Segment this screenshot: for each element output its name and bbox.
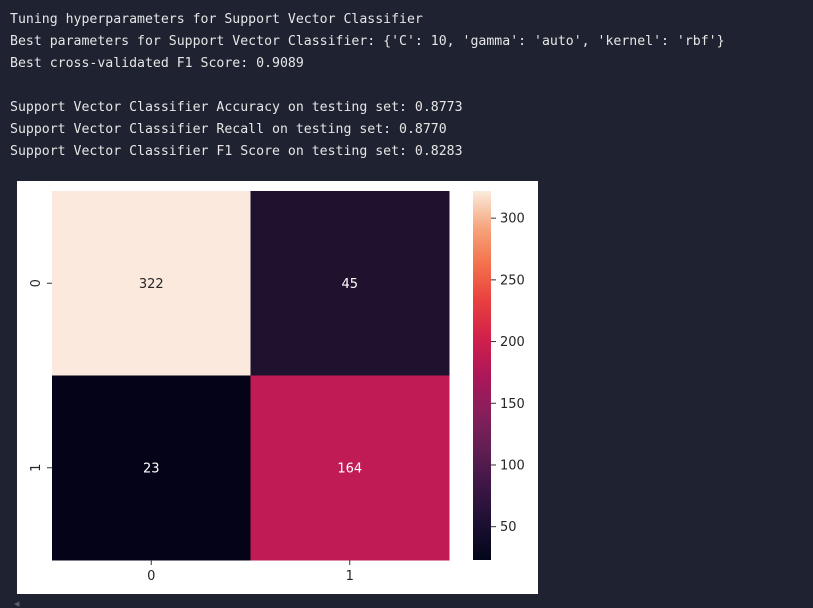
output-line: Tuning hyperparameters for Support Vecto… bbox=[10, 12, 423, 27]
y-tick-label: 0 bbox=[29, 279, 44, 287]
output-line: Support Vector Classifier Accuracy on te… bbox=[10, 100, 463, 115]
heatmap-cell bbox=[250, 191, 450, 376]
scroll-left-icon[interactable]: ◀ bbox=[14, 600, 20, 608]
colorbar-tick-label: 300 bbox=[500, 212, 525, 227]
colorbar-tick-label: 200 bbox=[500, 335, 525, 350]
colorbar: 50 100 150 200 250 300 bbox=[473, 191, 525, 560]
output-line: Support Vector Classifier Recall on test… bbox=[10, 122, 447, 137]
colorbar-gradient bbox=[473, 191, 491, 560]
cell-output-text: Tuning hyperparameters for Support Vecto… bbox=[10, 9, 725, 163]
heatmap-cells bbox=[52, 191, 450, 561]
heatmap-cell bbox=[52, 375, 251, 561]
colorbar-tick-label: 150 bbox=[500, 397, 525, 412]
colorbar-tick-label: 250 bbox=[500, 273, 525, 288]
heatmap-annotations: 322 45 23 164 bbox=[139, 277, 362, 477]
cell-value-label: 45 bbox=[341, 277, 358, 292]
output-line: Support Vector Classifier F1 Score on te… bbox=[10, 144, 463, 159]
colorbar-tick-label: 100 bbox=[500, 458, 525, 473]
heatmap-cell bbox=[52, 191, 251, 376]
x-tick-label: 1 bbox=[346, 569, 354, 584]
heatmap-cell bbox=[250, 375, 450, 561]
x-tick-label: 0 bbox=[147, 569, 155, 584]
cell-value-label: 322 bbox=[139, 277, 164, 292]
output-line bbox=[10, 75, 725, 97]
colorbar-tick-label: 50 bbox=[500, 520, 517, 535]
output-line: Best parameters for Support Vector Class… bbox=[10, 34, 725, 49]
y-tick-label: 1 bbox=[29, 464, 44, 472]
output-line: Best cross-validated F1 Score: 0.9089 bbox=[10, 56, 304, 71]
cell-value-label: 164 bbox=[337, 461, 362, 476]
y-axis: 01 bbox=[29, 279, 52, 472]
cell-value-label: 23 bbox=[143, 461, 160, 476]
